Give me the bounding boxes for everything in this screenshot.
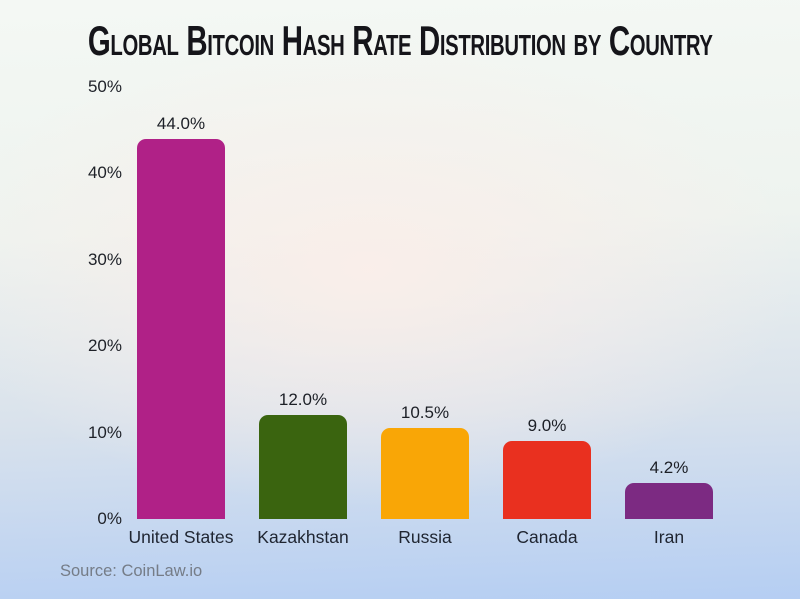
bar-value-label: 4.2% (649, 457, 689, 477)
chart-title: Global Bitcoin Hash Rate Distribution by… (87, 17, 713, 64)
x-tick-label: United States (128, 527, 234, 547)
y-tick-label: 0% (97, 509, 122, 528)
source-note: Source: CoinLaw.io (60, 562, 203, 580)
bar-iran (625, 482, 713, 519)
y-tick-label: 10% (87, 422, 122, 442)
bar-kazakhstan (259, 415, 347, 519)
bar-value-label: 44.0% (156, 113, 206, 133)
bar-slot: 10.5% (364, 87, 486, 519)
x-tick-label: Iran (653, 527, 685, 547)
bar-russia (381, 428, 469, 519)
y-tick-label: 20% (87, 336, 122, 356)
y-tick-label: 30% (87, 249, 122, 269)
bar-slot: 12.0% (242, 87, 364, 519)
bar-slot: 4.2% (608, 87, 730, 519)
bar-value-label: 10.5% (400, 403, 450, 423)
bar-slot: 9.0% (486, 87, 608, 519)
bar-slot: 44.0% (120, 87, 242, 519)
bar-united-states (137, 138, 225, 519)
bar-value-label: 12.0% (278, 390, 328, 410)
y-axis: 0% 10% 20% 30% 40% 50% (0, 0, 122, 599)
bar-value-label: 9.0% (527, 416, 567, 436)
x-tick-label: Russia (398, 527, 452, 547)
plot-area: 44.0% 12.0% 10.5% 9.0% 4.2% (120, 87, 730, 519)
chart-title-container: Global Bitcoin Hash Rate Distribution by… (0, 20, 800, 62)
x-axis-labels: United States Kazakhstan Russia Canada Iran (120, 527, 730, 548)
x-tick-label: Canada (516, 527, 578, 547)
y-tick-label: 50% (87, 77, 122, 96)
x-tick-label: Kazakhstan (257, 527, 349, 547)
bar-canada (503, 441, 591, 519)
y-tick-label: 40% (87, 163, 122, 183)
